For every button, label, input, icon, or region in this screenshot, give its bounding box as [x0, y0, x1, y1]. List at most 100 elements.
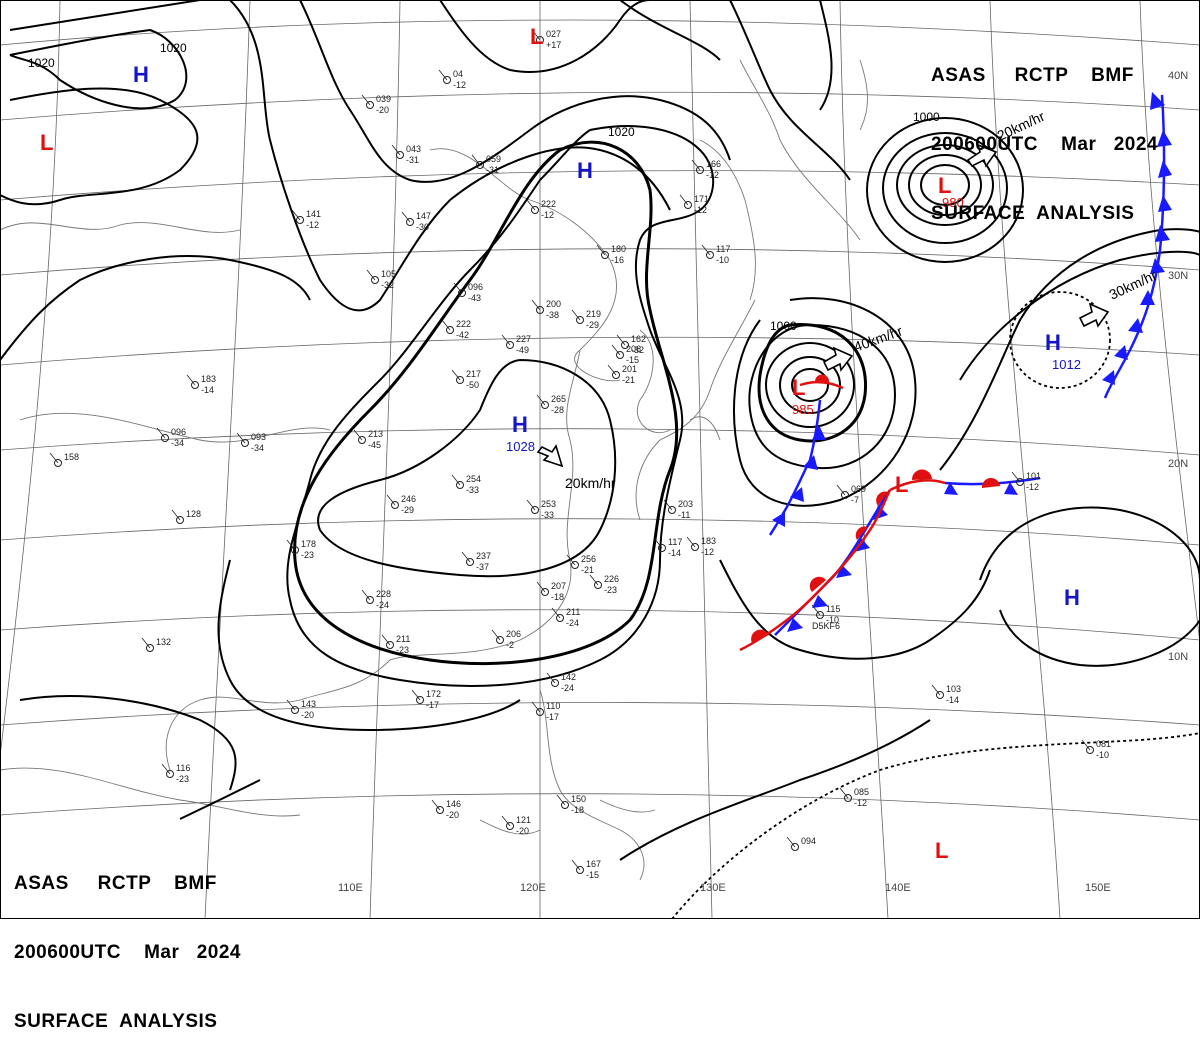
- station-pressure: 254: [466, 474, 481, 484]
- header-line-3: SURFACE ANALYSIS: [14, 1011, 218, 1032]
- station-plot: 227-49: [501, 334, 531, 355]
- station-pressure: 085: [854, 787, 869, 797]
- station-circle: [1086, 746, 1094, 754]
- wind-barb: [236, 432, 246, 444]
- station-circle: [176, 516, 184, 524]
- station-circle: [561, 801, 569, 809]
- station-pressure: 103: [946, 684, 961, 694]
- lat-label-20N: 20N: [1168, 458, 1188, 470]
- cold-front-barb: [836, 565, 852, 578]
- station-circle: [166, 770, 174, 778]
- cold-front-barb: [812, 425, 826, 440]
- station-tendency: -18: [571, 805, 584, 815]
- station-pressure: 162: [631, 334, 646, 344]
- low-pressure-center: L: [792, 375, 805, 400]
- station-plot: 121-20: [501, 815, 531, 836]
- station-tendency: -23: [301, 550, 314, 560]
- station-pressure: 069: [851, 484, 866, 494]
- station-pressure: 116: [176, 763, 190, 773]
- station-plot: 096-34: [156, 427, 186, 448]
- station-pressure: 059: [486, 154, 501, 164]
- station-tendency: -12: [541, 210, 554, 220]
- station-pressure: 115: [826, 604, 840, 614]
- wind-barb: [291, 209, 301, 221]
- station-pressure: 146: [446, 799, 461, 809]
- station-plot: 147-30: [401, 211, 431, 232]
- wind-barb: [589, 574, 599, 586]
- station-circle: [146, 644, 154, 652]
- station-circle: [531, 206, 539, 214]
- station-plot: 094: [786, 836, 816, 851]
- station-circle: [551, 679, 559, 687]
- station-tendency: -12: [854, 798, 867, 808]
- station-pressure: 039: [376, 94, 391, 104]
- station-circle: [191, 381, 199, 389]
- cold-front-barb: [1157, 130, 1172, 147]
- station-plot: 105-32: [366, 269, 396, 290]
- station-pressure: 203: [678, 499, 693, 509]
- wind-barb: [501, 815, 511, 827]
- station-pressure: 206: [506, 629, 521, 639]
- wind-barb: [811, 604, 821, 616]
- chart-header-top-right: ASAS RCTP BMF 200600UTC Mar 2024 SURFACE…: [931, 18, 1158, 248]
- station-circle: [816, 611, 824, 619]
- warm-front-line: [799, 380, 844, 390]
- wind-barb: [526, 199, 536, 211]
- station-tendency: -23: [396, 645, 409, 655]
- station-circle: [536, 306, 544, 314]
- station-tendency: -7: [851, 495, 859, 505]
- station-plot: 093-34: [236, 432, 266, 453]
- station-plot: 237-37: [461, 551, 491, 572]
- station-tendency: -32: [381, 280, 394, 290]
- station-id: D5KF6: [812, 621, 840, 631]
- station-tendency: -33: [466, 485, 479, 495]
- wind-barb: [556, 794, 566, 806]
- station-circle: [536, 708, 544, 716]
- motion-arrow: [536, 444, 564, 468]
- wind-barb: [401, 211, 411, 223]
- station-circle: [576, 866, 584, 874]
- station-tendency: -12: [1026, 482, 1039, 492]
- station-tendency: -16: [611, 255, 624, 265]
- header-line-3: SURFACE ANALYSIS: [931, 203, 1135, 224]
- station-pressure: 211: [566, 607, 580, 617]
- station-pressure: 171: [694, 194, 709, 204]
- wind-barb: [451, 369, 461, 381]
- station-pressure: 256: [581, 554, 596, 564]
- cold-front-barb: [1150, 92, 1165, 110]
- station-pressure: 183: [701, 536, 716, 546]
- station-circle: [296, 216, 304, 224]
- wind-barb: [411, 689, 421, 701]
- station-plot: 103-14: [931, 684, 961, 705]
- wind-barb: [531, 29, 541, 41]
- station-plot: 178-23: [286, 539, 316, 560]
- station-pressure: 093: [251, 432, 266, 442]
- station-pressure: 096: [468, 282, 483, 292]
- station-circle: [366, 596, 374, 604]
- wind-barb: [441, 319, 451, 331]
- station-plot: 222-42: [441, 319, 471, 340]
- station-tendency: -34: [171, 438, 184, 448]
- motion-arrow: [966, 143, 998, 168]
- station-circle: [386, 641, 394, 649]
- station-plot: 039-20: [361, 94, 391, 115]
- station-plot: 207-18: [536, 581, 566, 602]
- station-tendency: -2: [506, 640, 514, 650]
- wind-barb: [431, 799, 441, 811]
- low-pressure-value: 980: [942, 195, 964, 210]
- station-circle: [358, 436, 366, 444]
- station-tendency: -14: [668, 548, 681, 558]
- cold-front-barb: [803, 455, 818, 470]
- wind-barb: [286, 699, 296, 711]
- station-plot: 101-12: [1011, 471, 1041, 492]
- station-circle: [601, 251, 609, 259]
- header-line-1: ASAS RCTP BMF: [931, 65, 1134, 86]
- high-pressure-value: 1012: [1052, 357, 1081, 372]
- wind-barb: [571, 859, 581, 871]
- warm-front-lobe: [855, 526, 868, 540]
- station-pressure: 105: [381, 269, 396, 279]
- station-tendency: -31: [486, 165, 499, 175]
- weather-map: 110E 120E 130E 140E 150E 40N 30N 20N 10N: [0, 0, 1200, 919]
- wind-barb: [491, 629, 501, 641]
